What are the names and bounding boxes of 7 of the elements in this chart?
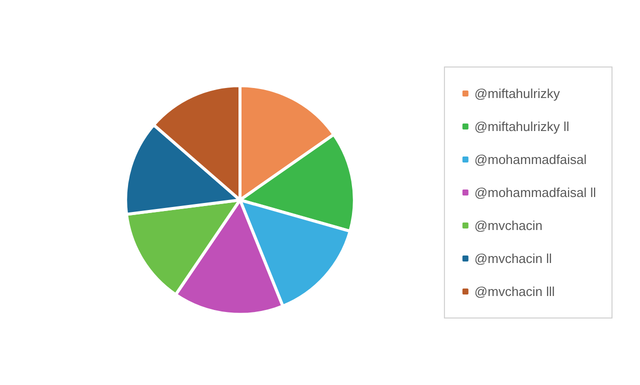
- legend-label: @mohammadfaisal ll: [474, 185, 596, 200]
- legend-label: @mohammadfaisal: [474, 152, 587, 167]
- legend-label: @miftahulrizky: [474, 86, 560, 101]
- legend-label: @mvchacin: [474, 218, 543, 233]
- legend-label: @mvchacin lll: [474, 284, 555, 299]
- legend-label: @miftahulrizky ll: [474, 119, 570, 134]
- legend-label: @mvchacin ll: [474, 251, 552, 266]
